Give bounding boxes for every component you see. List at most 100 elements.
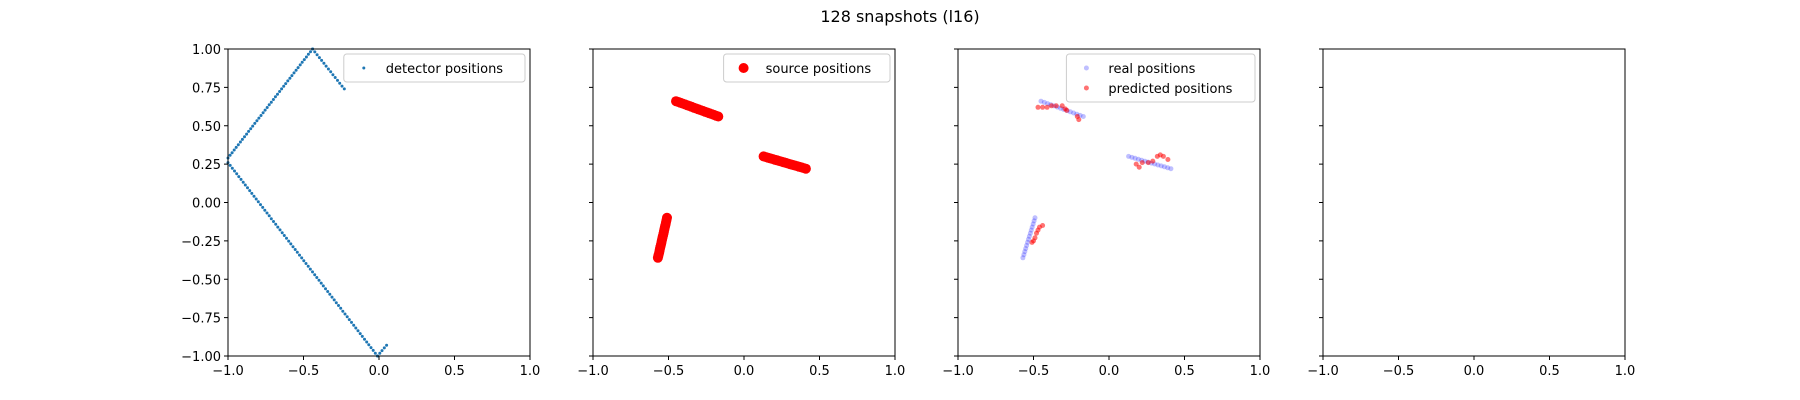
data-point bbox=[237, 175, 241, 179]
data-point bbox=[363, 337, 366, 341]
legend-box bbox=[1065, 53, 1256, 103]
data-point bbox=[1040, 223, 1046, 228]
data-point bbox=[1029, 239, 1035, 245]
data-point bbox=[331, 73, 335, 77]
data-point bbox=[1028, 227, 1034, 233]
data-point bbox=[278, 90, 282, 93]
data-point bbox=[800, 163, 811, 174]
data-point bbox=[342, 87, 346, 91]
data-point bbox=[382, 346, 386, 350]
data-point bbox=[253, 121, 257, 125]
data-point bbox=[263, 108, 267, 112]
data-point bbox=[290, 74, 294, 78]
data-point bbox=[292, 71, 296, 75]
data-point bbox=[1044, 104, 1050, 110]
data-point bbox=[257, 116, 261, 120]
data-point bbox=[1160, 153, 1166, 159]
x-tick-label: 0.0 bbox=[1464, 364, 1485, 379]
data-point bbox=[298, 253, 301, 257]
data-point bbox=[1049, 103, 1055, 109]
data-point bbox=[249, 127, 253, 131]
data-point bbox=[329, 70, 333, 74]
data-point bbox=[251, 124, 255, 128]
data-point bbox=[259, 203, 262, 207]
data-point bbox=[274, 222, 278, 226]
y-tick-label: −0.25 bbox=[181, 235, 221, 250]
data-point bbox=[294, 68, 298, 72]
data-point bbox=[1038, 98, 1044, 104]
data-point bbox=[662, 212, 672, 223]
data-point bbox=[240, 137, 244, 141]
data-point bbox=[352, 323, 356, 327]
data-point bbox=[336, 78, 339, 82]
chart-panel-1: −1.0 −0.5 0.0 0.5 1.0 −1.00 −0.75 −0.50 −0.25 0.0… bbox=[181, 43, 540, 379]
data-point bbox=[1040, 104, 1046, 110]
legend-marker bbox=[1083, 85, 1089, 91]
chart-panel-2: −1.0 −0.5 0.0 0.5 1.0 source positions bbox=[577, 48, 906, 379]
data-point bbox=[324, 64, 328, 68]
data-point bbox=[261, 111, 265, 115]
data-point bbox=[243, 183, 247, 187]
data-point bbox=[234, 145, 238, 149]
data-point bbox=[378, 351, 382, 355]
figure-title: 128 snapshots (l16) bbox=[820, 7, 979, 26]
data-point bbox=[278, 228, 282, 232]
data-point bbox=[1139, 160, 1145, 166]
data-point bbox=[295, 250, 299, 254]
data-point bbox=[1026, 233, 1032, 239]
data-point bbox=[269, 100, 273, 104]
data-point bbox=[243, 135, 246, 139]
data-point bbox=[296, 66, 300, 70]
axes-frame bbox=[227, 48, 531, 357]
data-point bbox=[350, 320, 353, 324]
data-point bbox=[1071, 110, 1077, 116]
data-point bbox=[333, 76, 337, 79]
data-point bbox=[304, 262, 308, 265]
y-tick-label: 0.25 bbox=[192, 158, 221, 173]
x-tick-label: 0.5 bbox=[809, 364, 830, 379]
x-tick-label: 1.0 bbox=[885, 364, 906, 379]
data-point bbox=[236, 143, 240, 147]
y-tick-label: 1.00 bbox=[192, 43, 221, 58]
data-point bbox=[1165, 157, 1171, 162]
data-point bbox=[259, 114, 263, 117]
data-point bbox=[309, 50, 312, 54]
data-point bbox=[311, 270, 314, 274]
legend-label: real positions bbox=[1108, 62, 1195, 77]
data-point bbox=[248, 189, 252, 193]
data-point bbox=[265, 106, 269, 109]
chart-panel-4: −1.0 −0.5 0.0 0.5 1.0 bbox=[1307, 48, 1636, 379]
data-point bbox=[1158, 163, 1164, 169]
data-point bbox=[337, 304, 340, 307]
data-point bbox=[358, 332, 362, 336]
x-tick-label: −1.0 bbox=[577, 364, 609, 379]
data-point bbox=[1126, 153, 1132, 159]
data-point bbox=[1022, 249, 1028, 255]
data-point bbox=[245, 132, 249, 136]
x-tick-label: −1.0 bbox=[942, 364, 974, 379]
data-point bbox=[1023, 246, 1029, 252]
data-point bbox=[322, 61, 326, 65]
data-point bbox=[1020, 255, 1026, 261]
data-point bbox=[360, 334, 364, 338]
data-point bbox=[1032, 235, 1038, 241]
data-point bbox=[1059, 103, 1065, 109]
data-point bbox=[1168, 166, 1174, 172]
x-tick-label: 0.5 bbox=[444, 364, 465, 379]
series-1 bbox=[652, 96, 811, 263]
chart-panel-3: −1.0 −0.5 0.0 0.5 1.0 real positions predicted… bbox=[942, 48, 1270, 379]
y-tick-label: −0.75 bbox=[181, 312, 221, 327]
data-point bbox=[1165, 165, 1171, 171]
data-point bbox=[354, 326, 358, 330]
x-tick-label: 0.0 bbox=[1099, 364, 1120, 379]
data-point bbox=[267, 103, 271, 107]
data-point bbox=[302, 58, 306, 62]
data-point bbox=[269, 217, 273, 221]
data-point bbox=[255, 119, 259, 123]
axes-frame bbox=[1322, 48, 1626, 357]
x-tick-label: 1.0 bbox=[520, 364, 541, 379]
x-tick-label: 1.0 bbox=[1615, 364, 1636, 379]
x-tick-label: 0.0 bbox=[369, 364, 390, 379]
data-point bbox=[265, 211, 269, 215]
